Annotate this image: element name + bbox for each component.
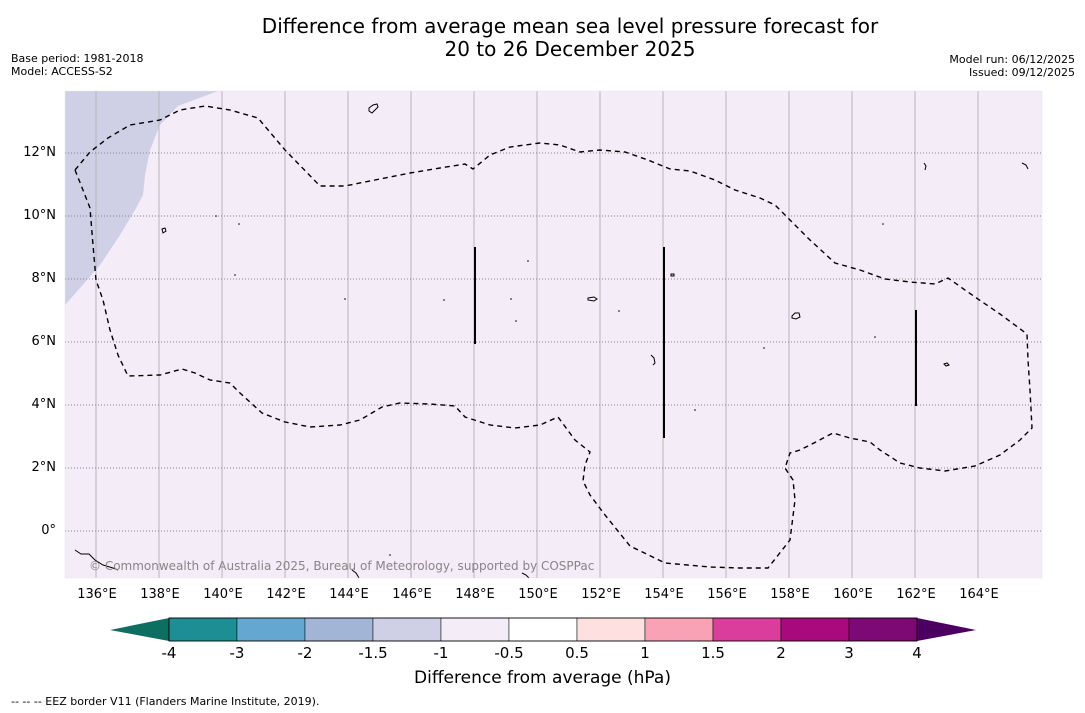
meta-left: Base period: 1981-2018 Model: ACCESS-S2: [11, 52, 143, 78]
meridian-grid: [95, 91, 979, 578]
lon-label-164e: 164°E: [959, 587, 999, 602]
lat-label-6n: 6°N: [31, 334, 57, 349]
lon-label-150e: 150°E: [518, 587, 558, 602]
eez-border: [74, 105, 1033, 569]
lon-label-136e: 136°E: [77, 587, 117, 602]
island-5: [943, 362, 950, 367]
colorbar-cell: [848, 617, 918, 642]
lon-label-160e: 160°E: [833, 587, 873, 602]
lat-label-0: 0°: [41, 523, 56, 538]
island-6: [670, 273, 675, 277]
colorbar-over-arrow: [917, 618, 976, 641]
cb-label-neg3: -3: [229, 644, 245, 662]
island-4: [791, 312, 801, 320]
colorbar: [110, 617, 976, 642]
lon-label-162e: 162°E: [896, 587, 936, 602]
cb-label-neg4: -4: [161, 644, 177, 662]
colorbar-outline: [168, 617, 918, 642]
cb-label-2: 2: [776, 644, 786, 662]
lat-label-12n: 12°N: [23, 145, 56, 160]
model-name: Model: ACCESS-S2: [11, 65, 113, 78]
island-1: [368, 103, 379, 114]
colorbar-cell: [780, 617, 850, 642]
colorbar-cell: [236, 617, 306, 642]
colorbar-cell: [576, 617, 646, 642]
lat-label-8n: 8°N: [31, 271, 57, 286]
cb-label-neg1-5: -1.5: [358, 644, 388, 662]
lat-label-2n: 2°N: [31, 460, 57, 475]
island-10: [74, 549, 119, 571]
cb-label-3: 3: [844, 644, 854, 662]
colorbar-cell: [304, 617, 374, 642]
colorbar-cell: [508, 617, 578, 642]
island-11: [521, 572, 530, 579]
title-line-1: Difference from average mean sea level p…: [261, 14, 879, 38]
lon-label-156e: 156°E: [707, 587, 747, 602]
lon-label-158e: 158°E: [770, 587, 810, 602]
cb-label-neg0-5: -0.5: [494, 644, 524, 662]
colorbar-cell: [712, 617, 782, 642]
islets: [215, 215, 884, 556]
island-7: [650, 354, 656, 366]
lat-label-10n: 10°N: [23, 208, 56, 223]
anomaly-region: [65, 91, 218, 305]
cb-label-neg2: -2: [297, 644, 313, 662]
colorbar-under-arrow: [110, 618, 169, 641]
island-3: [587, 296, 598, 302]
colorbar-cell: [168, 617, 238, 642]
copyright-notice: © Commonwealth of Australia 2025, Bureau…: [89, 559, 595, 573]
island-2: [161, 227, 167, 234]
map-background: [65, 91, 1042, 578]
cb-label-neg1: -1: [433, 644, 449, 662]
lon-label-138e: 138°E: [140, 587, 180, 602]
island-8: [1021, 162, 1029, 170]
cb-label-0-5: 0.5: [565, 644, 589, 662]
parallel-grid: [65, 152, 1042, 532]
map-frame: [64, 90, 1043, 579]
colorbar-cells: [168, 617, 918, 642]
title-line-2: 20 to 26 December 2025: [444, 37, 696, 61]
colorbar-cell: [644, 617, 714, 642]
lon-label-148e: 148°E: [455, 587, 495, 602]
model-run: Model run: 06/12/2025: [949, 53, 1075, 66]
lat-label-4n: 4°N: [31, 397, 57, 412]
colorbar-cell: [440, 617, 510, 642]
lon-label-140e: 140°E: [203, 587, 243, 602]
lon-label-146e: 146°E: [392, 587, 432, 602]
cb-label-1-5: 1.5: [701, 644, 725, 662]
cb-label-1: 1: [640, 644, 650, 662]
meta-right: Model run: 06/12/2025 Issued: 09/12/2025: [949, 53, 1075, 79]
cb-label-4: 4: [912, 644, 922, 662]
eez-footer-note: -- -- -- EEZ border V11 (Flanders Marine…: [11, 695, 320, 708]
island-9: [923, 162, 927, 171]
lon-label-144e: 144°E: [329, 587, 369, 602]
islands: [74, 103, 1029, 579]
colorbar-title: Difference from average (hPa): [414, 668, 671, 688]
island-12: [351, 569, 360, 579]
issued-date: Issued: 09/12/2025: [968, 66, 1075, 79]
lon-label-142e: 142°E: [266, 587, 306, 602]
lon-label-152e: 152°E: [581, 587, 621, 602]
lon-label-154e: 154°E: [644, 587, 684, 602]
base-period: Base period: 1981-2018: [11, 52, 144, 65]
colorbar-cell: [372, 617, 442, 642]
map-title: Difference from average mean sea level p…: [0, 15, 1085, 61]
vertical-marks: [474, 247, 917, 438]
